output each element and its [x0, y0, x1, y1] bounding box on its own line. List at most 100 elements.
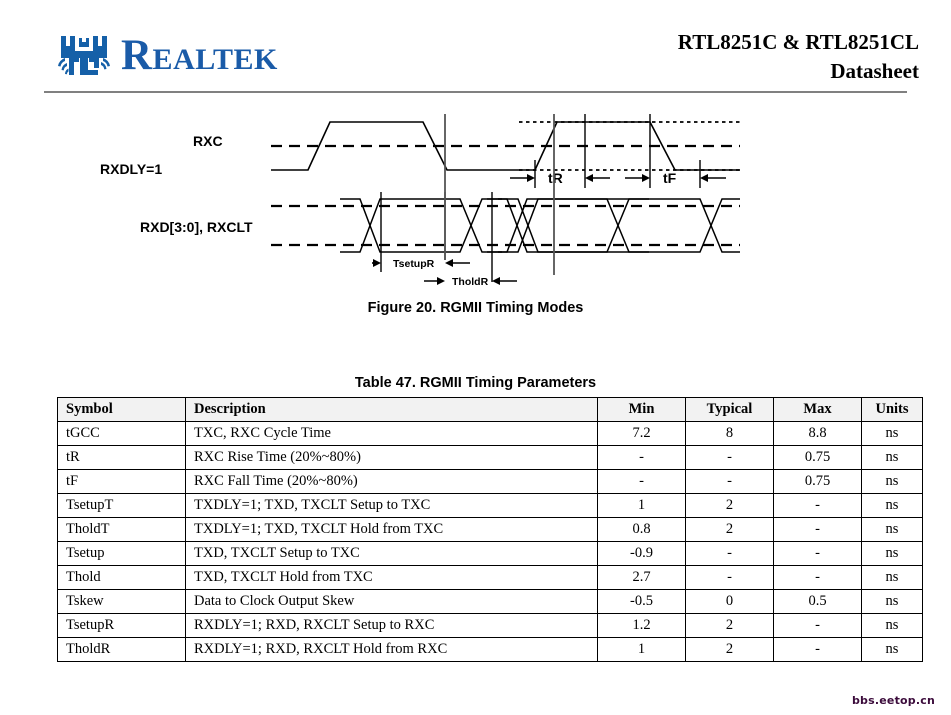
cell-units: ns [861, 517, 923, 542]
rgmii-timing-diagram: RXC RXDLY=1 RXD[3:0], RXCLT tR tF [0, 100, 951, 300]
cell-units: ns [861, 541, 923, 566]
cell-min: 0.8 [597, 517, 686, 542]
table-row: TholdT TXDLY=1; TXD, TXCLT Hold from TXC… [57, 517, 923, 542]
cell-description: RXDLY=1; RXD, RXCLT Setup to RXC [185, 613, 598, 638]
rxd-eye-outline-a [340, 198, 502, 253]
signal-label-rxd: RXD[3:0], RXCLT [140, 219, 253, 235]
brand-logo: Realtek [55, 28, 278, 86]
cell-typical: 0 [685, 589, 774, 614]
rxd-eye-outline-f [498, 198, 740, 253]
cell-units: ns [861, 469, 923, 494]
cell-symbol: TsetupR [57, 613, 186, 638]
figure-caption: Figure 20. RGMII Timing Modes [367, 300, 584, 316]
cell-symbol: TholdR [57, 637, 186, 662]
cell-units: ns [861, 421, 923, 446]
cell-typical: - [685, 445, 774, 470]
cell-description: Data to Clock Output Skew [185, 589, 598, 614]
cell-symbol: Thold [57, 565, 186, 590]
cell-max: 0.75 [773, 445, 862, 470]
cell-typical: 2 [685, 637, 774, 662]
cell-units: ns [861, 493, 923, 518]
tholdr-measurement: TholdR [424, 276, 517, 288]
cell-typical: 2 [685, 517, 774, 542]
cell-typical: 8 [685, 421, 774, 446]
table-row: TsetupT TXDLY=1; TXD, TXCLT Setup to TXC… [57, 493, 923, 518]
table-row: tGCC TXC, RXC Cycle Time 7.2 8 8.8 ns [57, 421, 923, 446]
cell-max: - [773, 517, 862, 542]
forum-watermark: bbs.eetop.cn [851, 694, 935, 707]
table-row: tF RXC Fall Time (20%~80%) - - 0.75 ns [57, 469, 923, 494]
column-header-max: Max [773, 397, 862, 422]
brand-wordmark: Realtek [121, 31, 278, 79]
cell-min: -0.9 [597, 541, 686, 566]
cell-symbol: TholdT [57, 517, 186, 542]
cell-max: - [773, 613, 862, 638]
cell-typical: 2 [685, 493, 774, 518]
cell-max: - [773, 565, 862, 590]
rxd-eye-outline-e [498, 198, 740, 253]
column-header-symbol: Symbol [57, 397, 186, 422]
cell-description: TXDLY=1; TXD, TXCLT Setup to TXC [185, 493, 598, 518]
tr-label: tR [548, 170, 563, 186]
document-title: RTL8251C & RTL8251CL Datasheet [678, 28, 919, 86]
cell-min: 1 [597, 637, 686, 662]
table-caption: Table 47. RGMII Timing Parameters [354, 375, 597, 391]
rxc-waveform [271, 121, 740, 171]
cell-typical: - [685, 565, 774, 590]
cell-min: 7.2 [597, 421, 686, 446]
cell-symbol: TsetupT [57, 493, 186, 518]
cell-min: - [597, 445, 686, 470]
document-title-line2: Datasheet [830, 58, 919, 83]
cell-min: 2.7 [597, 565, 686, 590]
cell-description: TXD, TXCLT Setup to TXC [185, 541, 598, 566]
table-header-row: Symbol Description Min Typical Max Units [57, 397, 923, 422]
cell-description: TXC, RXC Cycle Time [185, 421, 598, 446]
cell-max: 0.75 [773, 469, 862, 494]
tsetupr-label: TsetupR [393, 258, 435, 270]
rgmii-parameters-table: Symbol Description Min Typical Max Units… [57, 397, 923, 662]
cell-symbol: Tsetup [57, 541, 186, 566]
cell-units: ns [861, 613, 923, 638]
cell-min: - [597, 469, 686, 494]
timing-waveform-svg: RXC RXDLY=1 RXD[3:0], RXCLT tR tF [100, 114, 740, 288]
cell-max: 8.8 [773, 421, 862, 446]
tr-measurement: tR [510, 170, 610, 186]
cell-units: ns [861, 565, 923, 590]
page-header: Realtek RTL8251C & RTL8251CL Datasheet [0, 0, 951, 95]
column-header-units: Units [861, 397, 923, 422]
cell-units: ns [861, 637, 923, 662]
cell-max: 0.5 [773, 589, 862, 614]
cell-description: TXD, TXCLT Hold from TXC [185, 565, 598, 590]
cell-description: TXDLY=1; TXD, TXCLT Hold from TXC [185, 517, 598, 542]
realtek-crab-logo-icon [58, 36, 110, 75]
document-title-line1: RTL8251C & RTL8251CL [677, 30, 919, 54]
column-header-min: Min [597, 397, 686, 422]
rxd-eye-outline-b [340, 198, 502, 253]
cell-min: -0.5 [597, 589, 686, 614]
tholdr-label: TholdR [452, 276, 489, 288]
cell-typical: 2 [685, 613, 774, 638]
cell-units: ns [861, 589, 923, 614]
column-header-description: Description [185, 397, 598, 422]
table-row: TholdR RXDLY=1; RXD, RXCLT Hold from RXC… [57, 637, 923, 662]
cell-symbol: tGCC [57, 421, 186, 446]
cell-symbol: Tskew [57, 589, 186, 614]
cell-max: - [773, 493, 862, 518]
cell-min: 1.2 [597, 613, 686, 638]
cell-units: ns [861, 445, 923, 470]
cell-typical: - [685, 541, 774, 566]
cell-description: RXDLY=1; RXD, RXCLT Hold from RXC [185, 637, 598, 662]
table-row: Tskew Data to Clock Output Skew -0.5 0 0… [57, 589, 923, 614]
cell-max: - [773, 541, 862, 566]
mode-label-rxdly: RXDLY=1 [100, 161, 162, 177]
column-header-typical: Typical [685, 397, 774, 422]
table-row: Tsetup TXD, TXCLT Setup to TXC -0.9 - - … [57, 541, 923, 566]
tsetupr-measurement: TsetupR [372, 258, 470, 270]
cell-symbol: tR [57, 445, 186, 470]
cell-symbol: tF [57, 469, 186, 494]
table-row: TsetupR RXDLY=1; RXD, RXCLT Setup to RXC… [57, 613, 923, 638]
cell-typical: - [685, 469, 774, 494]
cell-description: RXC Fall Time (20%~80%) [185, 469, 598, 494]
header-divider [44, 91, 907, 93]
table-row: Thold TXD, TXCLT Hold from TXC 2.7 - - n… [57, 565, 923, 590]
